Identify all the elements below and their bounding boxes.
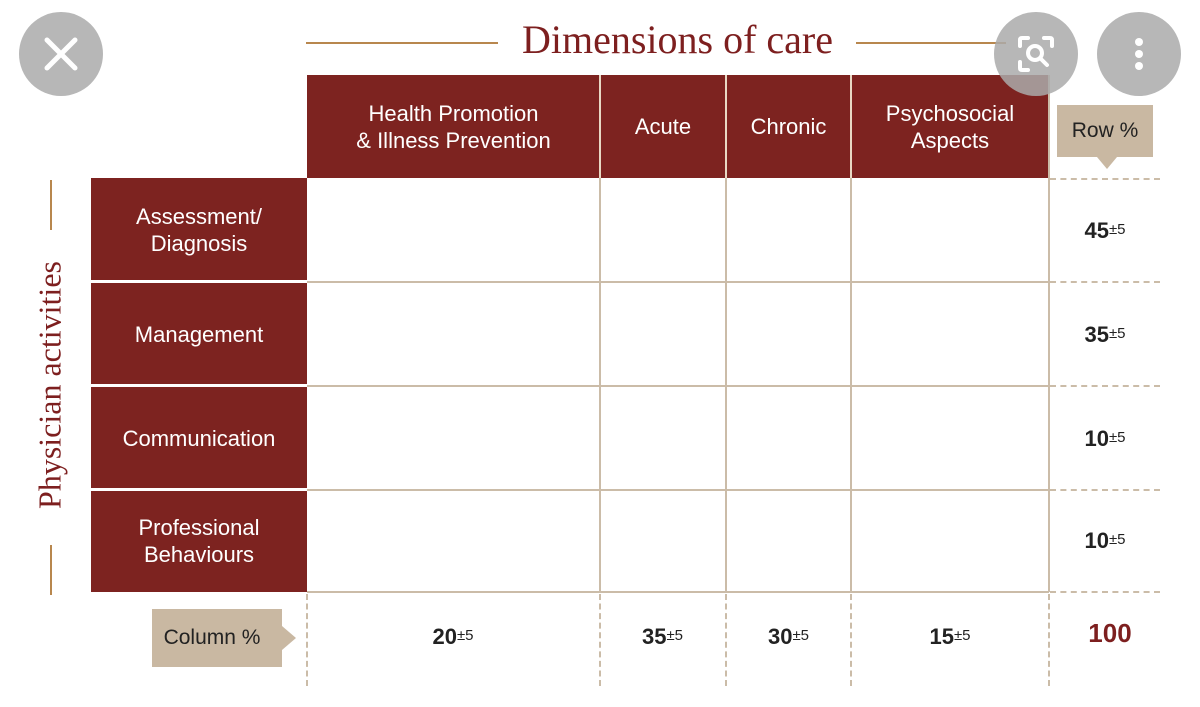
diagram-title: Dimensions of care: [521, 17, 833, 62]
tolerance: ±5: [1108, 429, 1126, 446]
header-divider: [725, 75, 727, 178]
row-percent-value: 35±5: [1050, 322, 1160, 348]
dashed-line: [725, 594, 727, 686]
dashed-line: [1050, 489, 1160, 491]
dashed-line: [1050, 178, 1160, 180]
row-label-divider: [91, 280, 307, 283]
dashed-line: [1050, 591, 1160, 593]
tolerance: ±5: [456, 627, 474, 644]
row-label-text: Management: [134, 321, 264, 347]
column-percent-tag: Column %: [152, 609, 296, 667]
lens-search-icon: [1018, 36, 1054, 72]
column-header-acute: Acute: [600, 75, 726, 178]
column-percent-value: 30±5: [726, 624, 851, 650]
grid-line: [307, 281, 1049, 283]
row-percent-number: 35: [1084, 322, 1109, 347]
column-percent-value: 35±5: [600, 624, 725, 650]
total-value: 100: [1088, 618, 1132, 648]
title-line-right: [856, 42, 1006, 44]
row-label-management: Management: [91, 282, 307, 386]
row-label-assessment: Assessment/Diagnosis: [91, 178, 307, 282]
dashed-line: [1050, 281, 1160, 283]
row-label-text: Diagnosis: [150, 231, 248, 256]
row-percent-value: 10±5: [1050, 426, 1160, 452]
column-percent-number: 20: [432, 624, 457, 649]
column-header-psychosocial: Psychosocial Aspects: [851, 75, 1049, 178]
column-header-label: & Illness Prevention: [356, 127, 551, 153]
column-percent-number: 30: [767, 624, 793, 649]
grid-line: [1048, 75, 1050, 592]
tolerance: ±5: [792, 627, 810, 644]
grid-line: [307, 489, 1049, 491]
header-divider: [850, 75, 852, 178]
dashed-line: [850, 594, 852, 686]
dashed-line: [599, 594, 601, 686]
row-percent-value: 45±5: [1050, 218, 1160, 244]
column-percent-number: 35: [641, 624, 667, 649]
header-divider: [599, 75, 601, 178]
grid-line: [307, 591, 1049, 593]
row-label-communication: Communication: [91, 386, 307, 490]
grid-line: [307, 385, 1049, 387]
row-percent-number: 10: [1084, 528, 1109, 553]
title-line-left: [306, 42, 498, 44]
column-percent-value: 20±5: [307, 624, 599, 650]
tolerance: ±5: [1108, 221, 1126, 238]
tolerance: ±5: [666, 627, 684, 644]
column-header-health-promotion: Health Promotion & Illness Prevention: [307, 75, 600, 178]
dashed-line: [1050, 385, 1160, 387]
column-header-chronic: Chronic: [726, 75, 851, 178]
column-header-label: Acute: [634, 114, 692, 139]
side-label: Physician activities: [31, 261, 68, 509]
dashed-line: [1048, 594, 1050, 686]
row-percent-number: 10: [1084, 426, 1109, 451]
row-label-divider: [91, 384, 307, 387]
column-percent-value: 15±5: [851, 624, 1049, 650]
close-icon: [44, 37, 78, 71]
row-label-text: Professional: [138, 515, 260, 540]
side-line-bottom: [50, 545, 52, 595]
side-line-top: [50, 180, 52, 230]
more-options-button[interactable]: [1097, 12, 1181, 96]
row-label-text: Assessment/: [136, 204, 262, 229]
column-header-label: Health Promotion: [368, 100, 539, 126]
row-label-text: Communication: [122, 425, 276, 451]
row-label-text: Behaviours: [143, 542, 255, 567]
lens-search-button[interactable]: [994, 12, 1078, 96]
more-vertical-icon: [1135, 38, 1143, 70]
column-header-label: Psychosocial: [885, 100, 1015, 126]
row-label-divider: [91, 488, 307, 491]
column-header-label: Aspects: [910, 127, 990, 153]
tolerance: ±5: [1108, 325, 1126, 342]
close-button[interactable]: [19, 12, 103, 96]
row-label-professional: Professional Behaviours: [91, 490, 307, 592]
column-header-label: Chronic: [750, 114, 827, 139]
tolerance: ±5: [953, 627, 971, 644]
row-percent-number: 45: [1084, 218, 1109, 243]
row-percent-tag: Row %: [1057, 105, 1153, 169]
row-percent-value: 10±5: [1050, 528, 1160, 554]
tolerance: ±5: [1108, 531, 1126, 548]
column-percent-number: 15: [929, 624, 954, 649]
dashed-line: [306, 594, 308, 686]
